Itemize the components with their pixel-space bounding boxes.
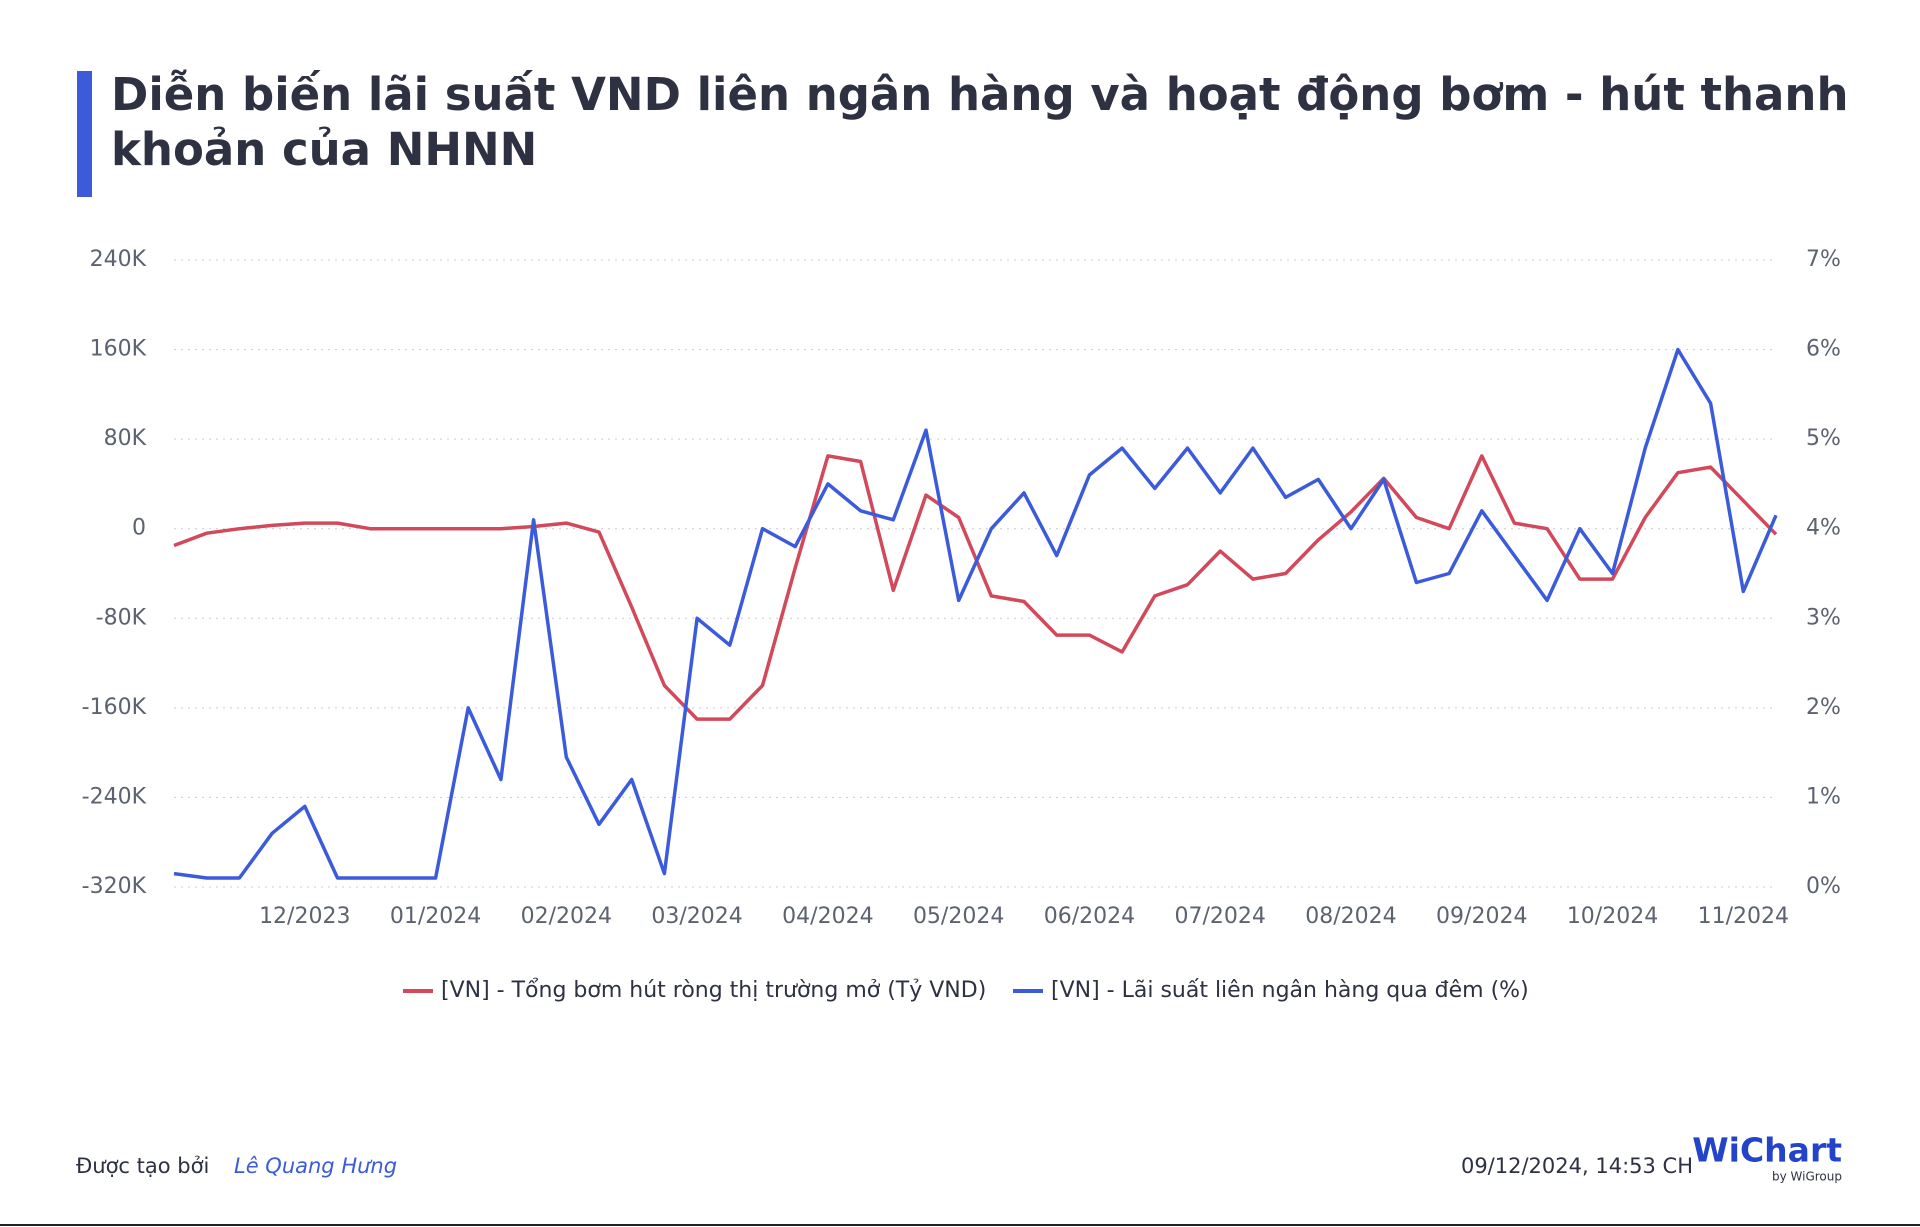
chart-title: Diễn biến lãi suất VND liên ngân hàng và…	[111, 68, 1849, 176]
author: Lê Quang Hưng	[234, 1154, 397, 1178]
legend-label: [VN] - Tổng bơm hút ròng thị trường mở (…	[441, 978, 986, 1003]
y2-tick-label: 0%	[1806, 874, 1841, 899]
y2-tick-label: 2%	[1806, 695, 1841, 720]
y-tick-label: -240K	[82, 784, 147, 809]
x-tick-label: 04/2024	[782, 904, 873, 929]
y-tick-label: -160K	[82, 695, 147, 720]
logo-sub: by WiGroup	[1772, 1170, 1842, 1184]
y-tick-label: -320K	[82, 874, 147, 899]
logo: WiChart	[1692, 1131, 1842, 1170]
y2-tick-label: 6%	[1806, 337, 1841, 362]
legend-label: [VN] - Lãi suất liên ngân hàng qua đêm (…	[1051, 978, 1529, 1003]
x-tick-label: 12/2023	[259, 904, 350, 929]
y-tick-label: 160K	[90, 337, 147, 362]
timestamp: 09/12/2024, 14:53 CH	[1461, 1154, 1693, 1178]
title-accent	[77, 71, 92, 197]
y2-tick-label: 3%	[1806, 605, 1841, 630]
x-tick-label: 09/2024	[1436, 904, 1527, 929]
y-tick-label: -80K	[96, 605, 147, 630]
x-tick-label: 10/2024	[1567, 904, 1658, 929]
x-tick-label: 08/2024	[1305, 904, 1396, 929]
series-line	[173, 347, 1778, 880]
created-by: Được tạo bởi	[76, 1154, 209, 1178]
x-tick-label: 01/2024	[390, 904, 481, 929]
y2-tick-label: 4%	[1806, 516, 1841, 541]
x-tick-label: 06/2024	[1044, 904, 1135, 929]
x-tick-label: 11/2024	[1698, 904, 1789, 929]
y2-tick-label: 7%	[1806, 247, 1841, 272]
y2-tick-label: 5%	[1806, 426, 1841, 451]
x-tick-label: 07/2024	[1175, 904, 1266, 929]
y-tick-label: 240K	[90, 247, 147, 272]
series-line	[173, 454, 1778, 721]
x-tick-label: 03/2024	[651, 904, 742, 929]
x-tick-label: 05/2024	[913, 904, 1004, 929]
y2-tick-label: 1%	[1806, 784, 1841, 809]
x-tick-label: 02/2024	[521, 904, 612, 929]
y-tick-label: 80K	[104, 426, 147, 451]
y-tick-label: 0	[132, 516, 146, 541]
